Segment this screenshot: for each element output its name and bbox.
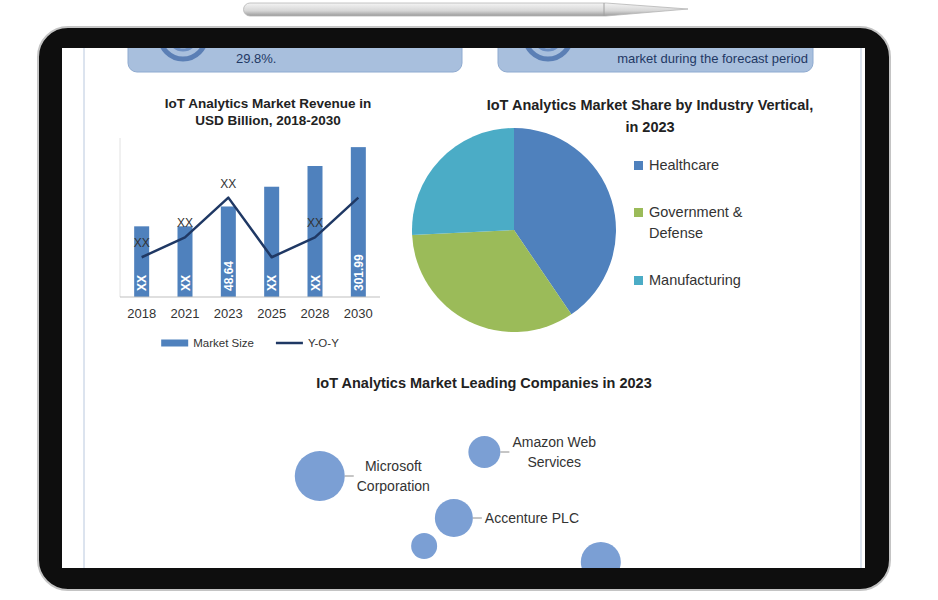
text-line: Defense: [649, 225, 703, 241]
bar: [264, 187, 279, 297]
text-line: Corporation: [357, 478, 430, 494]
legend-label: Market Size: [193, 337, 254, 349]
legend-label: Manufacturing: [649, 272, 741, 288]
info-text: 29.8%.: [236, 51, 276, 66]
legend-swatch: [161, 340, 188, 347]
bar: [134, 226, 149, 297]
leader-line: [500, 452, 509, 453]
legend-swatch: [634, 208, 643, 217]
icon: [525, 48, 571, 59]
bar-label: XX: [309, 275, 323, 291]
bar-label: 301.99: [352, 254, 366, 291]
screen: 29.8%. market during the forecast period I…: [62, 48, 865, 568]
text-line: Manufacturing: [649, 272, 741, 288]
text-line: USD Billion, 2018-2030: [195, 113, 341, 128]
info-text: market during the forecast period: [617, 51, 808, 66]
bubble-labels: Microsoft Corporation Amazon Web Services Ac…: [345, 434, 597, 526]
bubble-label: Microsoft Corporation: [357, 458, 430, 494]
plot-marks: [295, 436, 621, 568]
line-label: XX: [220, 177, 236, 191]
line: [142, 198, 359, 258]
leader-line: [473, 518, 482, 519]
text-line: IoT Analytics Market Revenue in: [165, 96, 372, 111]
pie-slice: [412, 128, 514, 235]
stylus: [244, 3, 689, 16]
tick-label: 2018: [127, 306, 156, 321]
bubble: [581, 542, 621, 568]
bubble: [411, 533, 437, 559]
tick-label: 2028: [301, 306, 330, 321]
legend-swatch: [634, 276, 643, 285]
icon: [160, 48, 206, 59]
stylus-ring: [604, 3, 605, 16]
tick-label: 2023: [214, 306, 243, 321]
chart-title: IoT Analytics Market Share by Industry V…: [487, 97, 814, 135]
text-line: Accenture PLC: [485, 510, 579, 526]
line-label: XX: [177, 216, 193, 230]
tick-label: 2021: [171, 306, 200, 321]
text-line: Microsoft: [365, 458, 422, 474]
screen-bg: [62, 48, 865, 568]
legend-swatch: [634, 161, 643, 170]
legend: Market Size Y-O-Y: [161, 337, 339, 349]
bubble-label: Accenture PLC: [485, 510, 579, 526]
data-labels: XX XX 48.64 XX XX 301.99 XX XX XX XX: [134, 177, 366, 291]
leader-line: [345, 476, 354, 477]
page-border: [84, 48, 85, 568]
x-axis: [120, 297, 380, 298]
plot-marks: [134, 147, 366, 297]
line-label: XX: [134, 236, 150, 250]
tablet-frame: [38, 27, 890, 590]
legend-swatch: [276, 342, 303, 345]
text-line: IoT Analytics Market Share by Industry V…: [487, 97, 814, 113]
chart-title: IoT Analytics Market Leading Companies i…: [316, 375, 651, 391]
icon: [169, 48, 197, 50]
legend-label: Y-O-Y: [308, 337, 339, 349]
bar-label: 48.64: [222, 261, 236, 291]
tick-label: 2030: [344, 306, 373, 321]
chart-title: IoT Analytics Market Revenue in USD Billi…: [165, 96, 372, 128]
tick-label: 2025: [257, 306, 286, 321]
y-axis: [120, 138, 121, 297]
pie-slice: [412, 230, 571, 332]
text-line: Healthcare: [649, 157, 719, 173]
bubble: [468, 436, 500, 468]
bar-label: XX: [179, 275, 193, 291]
icon: [534, 48, 562, 50]
text-line: Amazon Web: [512, 434, 596, 450]
bar-label: XX: [265, 275, 279, 291]
bubble: [435, 499, 473, 537]
bar-label: XX: [135, 275, 149, 291]
page: 29.8%. market during the forecast period I…: [0, 0, 938, 600]
bubble-label: Amazon Web Services: [512, 434, 596, 470]
text-line: in 2023: [625, 119, 674, 135]
legend-label: Government & Defense: [649, 204, 743, 241]
bar: [221, 206, 236, 297]
text-line: Services: [527, 454, 581, 470]
page-border: [861, 48, 862, 568]
text-line: Government &: [649, 204, 743, 220]
bubble: [295, 451, 345, 501]
bar: [351, 147, 366, 297]
legend-label: Healthcare: [649, 157, 719, 173]
line-label: XX: [307, 216, 323, 230]
